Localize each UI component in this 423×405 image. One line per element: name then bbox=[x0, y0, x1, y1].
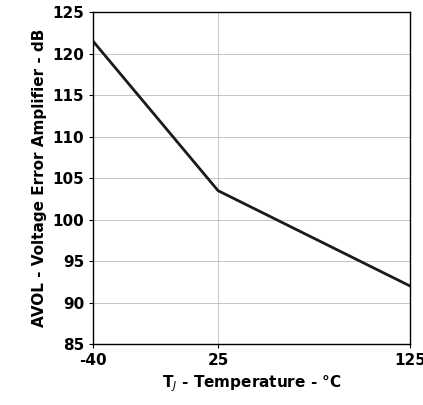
Y-axis label: AVOL - Voltage Error Amplifier - dB: AVOL - Voltage Error Amplifier - dB bbox=[32, 29, 47, 327]
X-axis label: T$_J$ - Temperature - °C: T$_J$ - Temperature - °C bbox=[162, 374, 341, 394]
